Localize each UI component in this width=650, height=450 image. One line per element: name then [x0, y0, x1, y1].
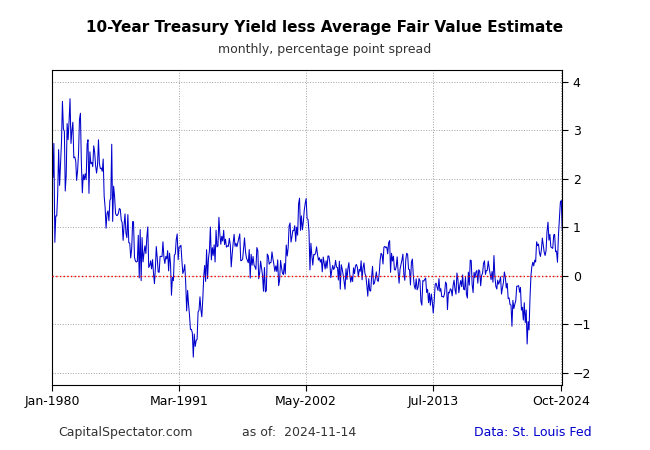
Text: monthly, percentage point spread: monthly, percentage point spread [218, 43, 432, 56]
Text: as of:  2024-11-14: as of: 2024-11-14 [242, 426, 356, 439]
Text: Data: St. Louis Fed: Data: St. Louis Fed [474, 426, 592, 439]
Text: 10-Year Treasury Yield less Average Fair Value Estimate: 10-Year Treasury Yield less Average Fair… [86, 20, 564, 35]
Text: CapitalSpectator.com: CapitalSpectator.com [58, 426, 193, 439]
